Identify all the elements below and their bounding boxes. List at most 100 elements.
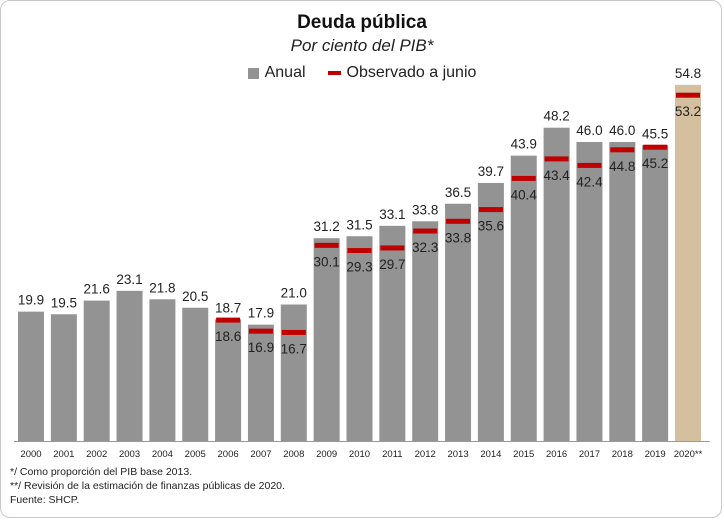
x-tick-label: 2010: [349, 449, 370, 460]
x-tick-label: 2008: [283, 449, 304, 460]
marker-junio: [610, 147, 635, 153]
data-label-anual: 45.5: [642, 126, 668, 141]
footnote-source: Fuente: SHCP.: [10, 494, 80, 506]
legend-swatch-junio: [327, 71, 341, 75]
data-label-anual: 46.0: [609, 123, 635, 138]
data-label-junio: 44.8: [609, 159, 635, 174]
marker-junio: [643, 144, 668, 150]
bar-anual: [18, 311, 44, 441]
bar-anual: [675, 84, 701, 442]
data-label-junio: 42.4: [576, 174, 603, 189]
data-label-anual: 23.1: [116, 272, 142, 287]
marker-junio: [577, 162, 602, 168]
data-label-anual: 21.6: [84, 282, 110, 297]
legend-swatch-anual: [247, 67, 259, 79]
bar-anual: [445, 203, 472, 441]
data-label-junio: 45.2: [642, 156, 668, 171]
bar-anual: [215, 319, 242, 441]
data-label-junio: 35.6: [478, 219, 504, 234]
data-label-anual: 19.9: [18, 293, 44, 308]
data-label-anual: 54.8: [675, 66, 701, 81]
data-label-anual: 18.7: [215, 300, 241, 315]
data-label-anual: 21.0: [281, 286, 307, 301]
chart-subtitle: Por ciento del PIB*: [290, 36, 434, 55]
x-tick-label: 2014: [480, 449, 501, 460]
footnote-base: */ Como proporción del PIB base 2013.: [10, 466, 193, 478]
bar-anual: [609, 142, 636, 441]
data-label-junio: 53.2: [675, 104, 701, 119]
data-label-anual: 21.8: [149, 280, 175, 295]
marker-junio: [511, 175, 536, 181]
data-label-junio: 16.9: [248, 340, 274, 355]
data-label-junio: 29.7: [379, 257, 405, 272]
data-label-anual: 19.5: [51, 295, 77, 310]
bar-anual: [379, 225, 406, 441]
x-tick-label: 2019: [645, 449, 666, 460]
marker-junio: [380, 245, 405, 251]
data-label-anual: 20.5: [182, 289, 208, 304]
data-label-anual: 46.0: [576, 123, 602, 138]
marker-junio: [281, 329, 306, 335]
bar-anual: [313, 238, 340, 441]
x-tick-label: 2020**: [674, 449, 703, 460]
x-tick-label: 2017: [579, 449, 600, 460]
bar-anual: [116, 290, 143, 441]
data-label-junio: 16.7: [281, 341, 307, 356]
bar-anual: [149, 299, 176, 441]
data-label-anual: 31.5: [346, 217, 372, 232]
x-tick-label: 2000: [20, 449, 41, 460]
bar-anual: [477, 182, 504, 441]
bar-anual: [642, 145, 669, 441]
data-label-junio: 43.4: [543, 168, 570, 183]
x-tick-label: 2003: [119, 449, 140, 460]
bar-anual: [50, 314, 77, 441]
data-label-junio: 29.3: [346, 260, 372, 275]
chart-title: Deuda pública: [297, 12, 427, 33]
x-tick-label: 2012: [415, 449, 436, 460]
legend-item-anual: Anual: [247, 64, 306, 82]
data-label-junio: 33.8: [445, 230, 471, 245]
legend-label-anual: Anual: [264, 64, 306, 81]
data-label-anual: 33.8: [412, 202, 438, 217]
bar-anual: [543, 127, 570, 441]
data-label-anual: 48.2: [543, 109, 569, 124]
bar-anual: [576, 142, 603, 441]
footnote-revision: **/ Revisión de la estimación de finanza…: [10, 480, 285, 492]
x-tick-label: 2009: [316, 449, 337, 460]
bar-anual: [510, 155, 537, 441]
marker-junio: [248, 328, 273, 334]
data-label-anual: 31.2: [314, 219, 340, 234]
marker-junio: [347, 248, 372, 254]
data-label-anual: 43.9: [511, 137, 537, 152]
marker-junio: [676, 92, 700, 98]
x-tick-label: 2006: [218, 449, 239, 460]
bar-anual: [280, 304, 307, 441]
marker-junio: [314, 242, 339, 248]
data-label-junio: 18.6: [215, 329, 241, 344]
bar-anual: [346, 236, 373, 441]
data-label-junio: 30.1: [314, 254, 340, 269]
marker-junio: [413, 228, 438, 234]
legend-label-junio: Observado a junio: [346, 64, 477, 81]
data-label-anual: 39.7: [478, 164, 504, 179]
legend-item-junio: Observado a junio: [327, 64, 477, 82]
marker-junio: [544, 156, 569, 162]
bar-anual: [247, 324, 274, 441]
bar-anual: [182, 307, 209, 441]
chart-legend: Anual Observado a junio: [0, 64, 724, 82]
marker-junio: [446, 218, 471, 224]
x-tick-label: 2018: [612, 449, 633, 460]
marker-junio: [478, 207, 503, 213]
data-label-anual: 36.5: [445, 185, 471, 200]
x-tick-label: 2002: [86, 449, 107, 460]
x-tick-label: 2005: [185, 449, 206, 460]
x-tick-label: 2001: [53, 449, 74, 460]
data-label-anual: 17.9: [248, 306, 274, 321]
marker-junio: [216, 317, 241, 323]
bar-anual: [412, 221, 439, 441]
x-tick-label: 2011: [382, 449, 402, 460]
x-tick-label: 2013: [447, 449, 468, 460]
data-label-junio: 40.4: [511, 187, 538, 202]
x-tick-label: 2016: [546, 449, 567, 460]
